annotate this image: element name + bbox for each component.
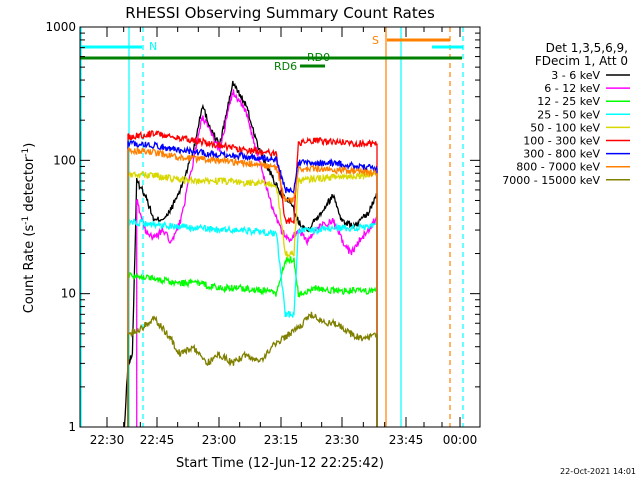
data-layer [123, 80, 378, 428]
plot-frame [79, 26, 481, 428]
x-tick-label-6: 00:00 [443, 433, 478, 447]
legend-label-3: 25 - 50 keV [537, 108, 600, 121]
chart-title: RHESSI Observing Summary Count Rates [125, 4, 435, 22]
x-tick-label-3: 23:15 [264, 433, 299, 447]
series-line-5 [127, 130, 378, 427]
n-label: N [149, 40, 157, 53]
x-axis-label: Start Time (12-Jun-12 22:25:42) [176, 456, 384, 471]
s-label: S [372, 34, 379, 47]
overlay-layer: N S RD0 RD6 [80, 27, 464, 427]
legend-label-4: 50 - 100 keV [530, 121, 600, 134]
y-tick-label-1: 10 [61, 287, 76, 301]
legend-label-8: 7000 - 15000 keV [502, 174, 600, 187]
legend-label-2: 12 - 25 keV [537, 95, 600, 108]
legend-label-7: 800 - 7000 keV [516, 161, 600, 174]
y-axis-label-sup1: -1 [21, 216, 31, 225]
series-line-4 [127, 169, 378, 427]
legend-label-0: 3 - 6 keV [551, 69, 600, 82]
legend-label-1: 6 - 12 keV [544, 82, 600, 95]
rd0-label: RD0 [307, 51, 330, 64]
series-line-6 [127, 140, 378, 427]
y-tick-label-0: 1 [68, 420, 76, 434]
x-tick-label-2: 23:00 [202, 433, 237, 447]
legend-header-line-1: Det 1,3,5,6,9, [546, 41, 628, 55]
y-tick-label-2: 100 [53, 153, 76, 167]
series-line-0 [123, 80, 378, 428]
series-line-7 [127, 146, 378, 427]
series-line-8 [127, 311, 378, 427]
y-axis-label: Count Rate (s-1 detector-1) [21, 143, 37, 314]
y-tick-label-3: 1000 [45, 20, 76, 34]
x-tick-label-4: 23:30 [325, 433, 360, 447]
series-line-2 [127, 256, 378, 427]
y-axis-label-sup2: -1 [21, 148, 31, 157]
x-tick-label-0: 22:30 [90, 433, 125, 447]
series-line-3 [127, 216, 378, 427]
x-tick-label-1: 22:45 [140, 433, 175, 447]
legend-label-6: 300 - 800 keV [523, 148, 600, 161]
y-axis-label-end: ) [22, 143, 37, 148]
x-tick-label-5: 23:45 [389, 433, 424, 447]
rd6-label: RD6 [274, 60, 297, 73]
legend-label-5: 100 - 300 keV [523, 135, 600, 148]
y-axis-label-mid: detector [22, 156, 37, 216]
legend-header-line-2: FDecim 1, Att 0 [535, 54, 628, 68]
y-axis-label-main: Count Rate (s [22, 225, 37, 314]
axes-layer: 1 10 100 1000 22:30 22:45 23:00 23:15 23:30 23:45… [45, 20, 481, 447]
footer-date: 22-Oct-2021 14:01 [560, 467, 636, 476]
